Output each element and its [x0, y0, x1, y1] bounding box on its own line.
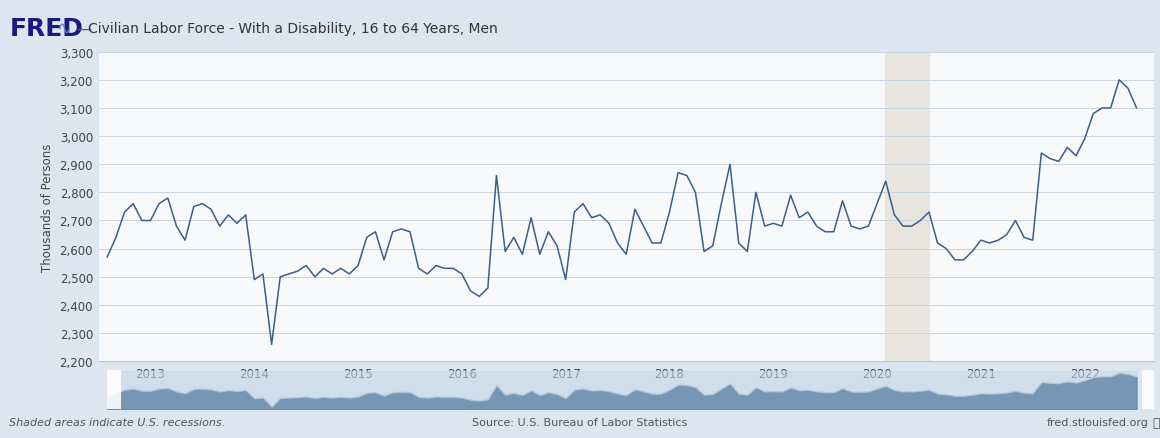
Text: FRED: FRED: [9, 17, 84, 41]
Text: Source: U.S. Bureau of Labor Statistics: Source: U.S. Bureau of Labor Statistics: [472, 417, 688, 427]
Text: ⛶: ⛶: [1153, 416, 1160, 429]
Text: Civilian Labor Force - With a Disability, 16 to 64 Years, Men: Civilian Labor Force - With a Disability…: [88, 22, 498, 36]
Text: —: —: [77, 21, 92, 36]
Text: Shaded areas indicate U.S. recessions.: Shaded areas indicate U.S. recessions.: [9, 417, 225, 427]
Y-axis label: Thousands of Persons: Thousands of Persons: [41, 143, 55, 271]
Bar: [107, 368, 122, 410]
Text: ∿: ∿: [56, 20, 71, 38]
Bar: [885, 53, 929, 361]
Bar: [1141, 368, 1157, 410]
Text: fred.stlouisfed.org: fred.stlouisfed.org: [1046, 417, 1148, 427]
